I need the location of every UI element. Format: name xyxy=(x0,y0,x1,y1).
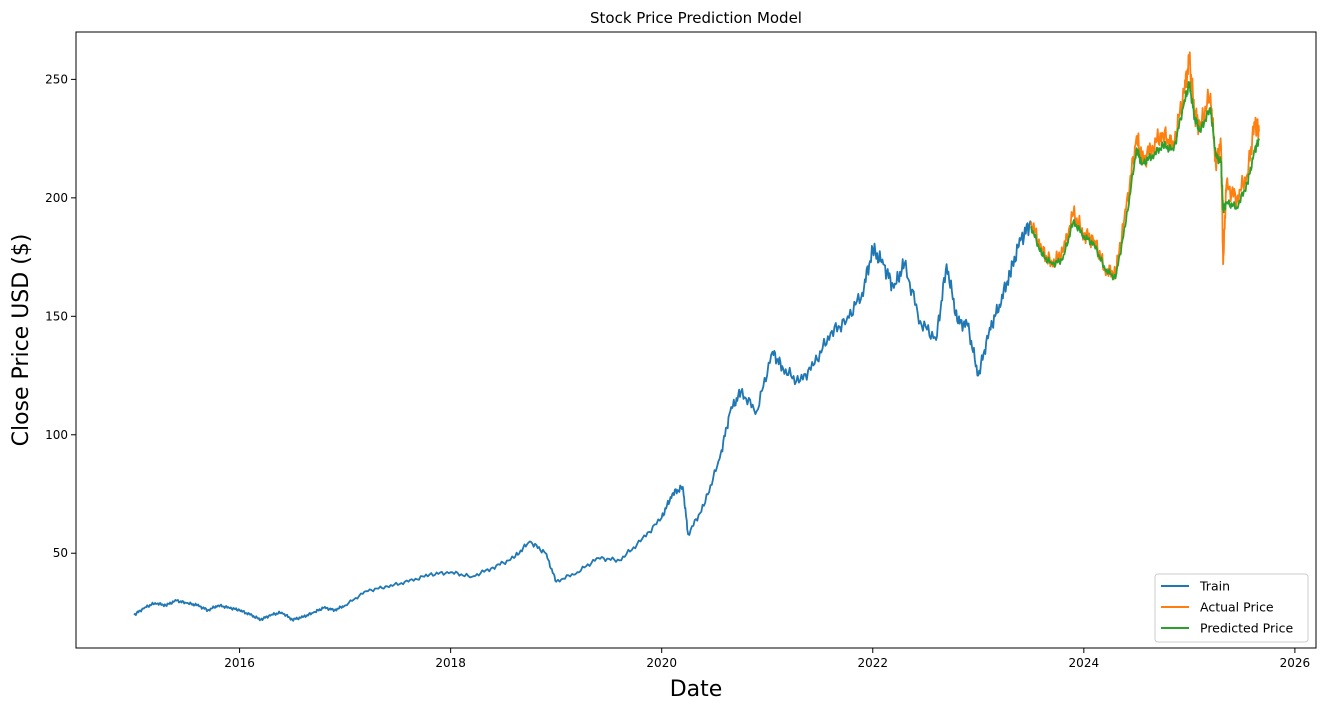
x-axis: 2016 2018 2020 2022 2024 2026 xyxy=(224,648,1310,670)
x-tick-label: 2020 xyxy=(646,656,677,670)
y-axis: 50 100 150 200 250 xyxy=(45,72,76,560)
y-axis-label: Close Price USD ($) xyxy=(9,234,34,447)
x-tick-label: 2022 xyxy=(857,656,888,670)
plot-frame xyxy=(75,31,1317,649)
x-tick-label: 2026 xyxy=(1280,656,1311,670)
legend-box xyxy=(1154,573,1309,643)
x-tick-label: 2024 xyxy=(1069,656,1100,670)
legend: Train Actual Price Predicted Price xyxy=(1154,573,1309,643)
x-tick-label: 2016 xyxy=(224,656,255,670)
legend-label-train: Train xyxy=(1199,579,1230,594)
series-layer xyxy=(133,51,1260,622)
series-line-train xyxy=(133,220,1032,622)
legend-label-actual-price: Actual Price xyxy=(1200,600,1274,615)
y-tick-label: 50 xyxy=(53,546,68,560)
x-tick-label: 2018 xyxy=(435,656,466,670)
legend-label-predicted-price: Predicted Price xyxy=(1200,621,1293,636)
chart-title: Stock Price Prediction Model xyxy=(590,9,802,27)
y-tick-label: 250 xyxy=(45,72,68,86)
y-tick-label: 200 xyxy=(45,191,68,205)
x-axis-label: Date xyxy=(670,677,723,702)
y-tick-label: 100 xyxy=(45,428,68,442)
y-tick-label: 150 xyxy=(45,309,68,323)
series-line-predicted-price xyxy=(1030,81,1260,281)
series-line-actual-price xyxy=(1030,51,1260,281)
